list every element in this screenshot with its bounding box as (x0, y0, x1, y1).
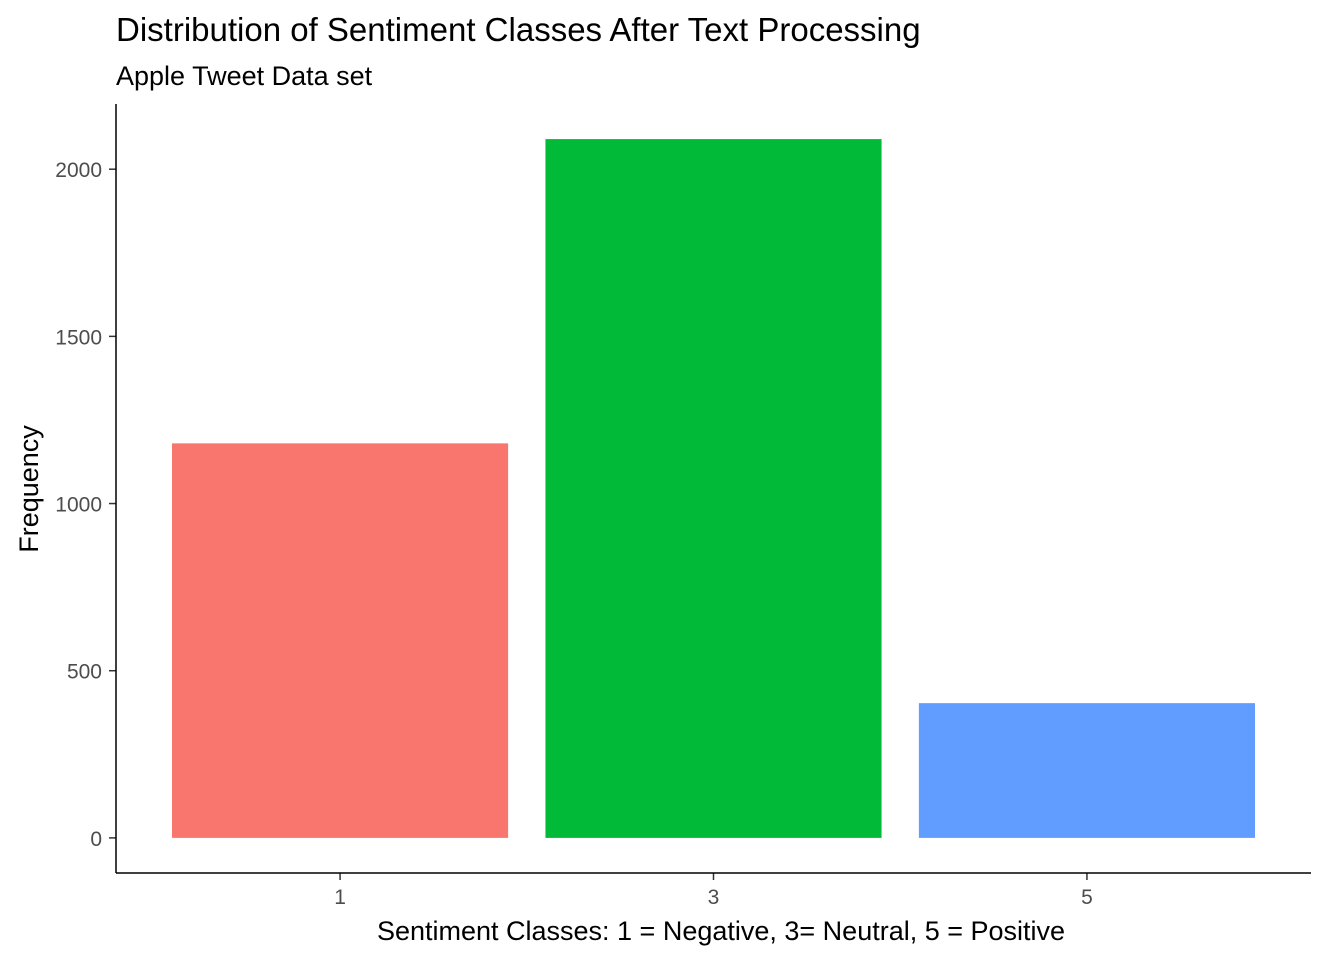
x-tick-label: 5 (1081, 886, 1093, 909)
bar-3 (545, 139, 882, 838)
chart-subtitle: Apple Tweet Data set (116, 61, 373, 91)
y-tick-label: 1000 (55, 494, 102, 517)
x-tick-label: 1 (334, 886, 346, 909)
x-tick-label: 3 (708, 886, 720, 909)
y-tick-label: 0 (90, 828, 102, 851)
y-tick-label: 500 (67, 661, 102, 684)
y-tick-label: 2000 (55, 159, 102, 182)
x-axis-label: Sentiment Classes: 1 = Negative, 3= Neut… (377, 916, 1065, 946)
chart-title: Distribution of Sentiment Classes After … (116, 11, 921, 48)
x-axis: 1 3 5 (334, 873, 1093, 909)
y-axis-label: Frequency (14, 425, 44, 553)
bars-layer (172, 139, 1255, 838)
y-tick-label: 1500 (55, 326, 102, 349)
bar-5 (918, 703, 1255, 838)
bar-1 (172, 443, 509, 838)
y-axis: 0 500 1000 1500 2000 (55, 159, 116, 851)
